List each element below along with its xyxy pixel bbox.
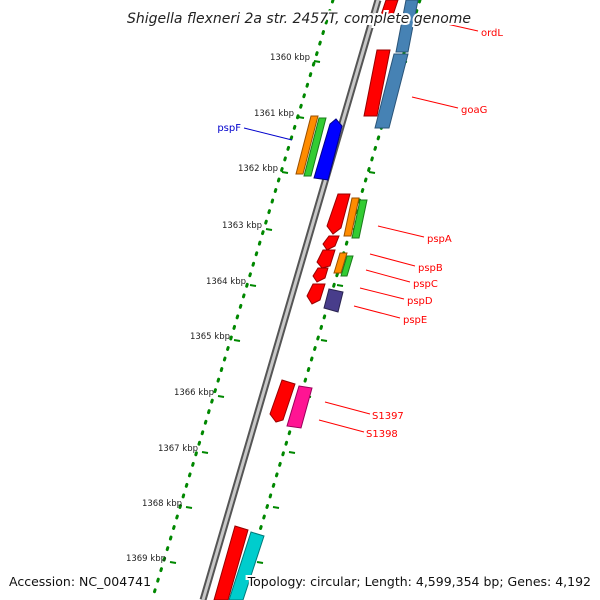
gene-feature-red (363, 49, 391, 117)
tick-1367-inner (288, 451, 296, 454)
leader-line-pspC (365, 269, 411, 283)
gene-leader-lines (243, 17, 479, 433)
gene-label-S1398: S1398 (366, 429, 398, 440)
gene-feature-red (269, 379, 296, 423)
tick-label: 1365 kbp (190, 332, 230, 342)
gene-feature-red (316, 249, 336, 269)
tick-label: 1367 kbp (158, 444, 198, 454)
tick-1368-outer (185, 506, 193, 509)
gene-label-pspE: pspE (403, 315, 427, 326)
gene-feature-red (312, 267, 329, 283)
gene-feature-cyan (228, 531, 265, 600)
tick-label: 1368 kbp (142, 499, 182, 509)
leader-line-pspE (353, 305, 401, 319)
gene-features (213, 0, 419, 600)
gene-feature-orange (343, 197, 360, 237)
gene-label-pspA: pspA (427, 234, 452, 245)
gene-label-pspC: pspC (413, 279, 438, 290)
tick-1369-outer (169, 561, 177, 564)
gene-feature-slateblue (323, 288, 344, 313)
leader-line-pspF (243, 127, 293, 141)
gene-label-pspB: pspB (418, 263, 443, 274)
gene-feature-red (379, 0, 399, 19)
gene-feature-steelblue (395, 0, 419, 53)
tick-label: 1366 kbp (174, 388, 214, 398)
outer-ruler (150, 0, 335, 600)
tick-1367-outer (201, 451, 209, 454)
leader-line-pspD (359, 287, 405, 300)
gene-label-pspF: pspF (217, 123, 241, 134)
gene-label-goaG: goaG (461, 105, 487, 116)
leader-line-S1398 (318, 419, 365, 433)
tick-1365-inner (320, 339, 328, 342)
gene-label-ordL: ordL (481, 28, 503, 39)
tick-1365-outer (233, 339, 241, 342)
tick-1362-outer (281, 171, 289, 174)
tick-1362-inner (368, 171, 376, 174)
gene-feature-orange (295, 115, 319, 175)
tick-label: 1369 kbp (126, 554, 166, 564)
tick-1361-outer (297, 116, 305, 119)
leader-line-S1397 (324, 401, 371, 415)
tick-1368-inner (272, 506, 280, 509)
tick-1369-inner (256, 561, 264, 564)
gene-label-S1397: S1397 (372, 411, 404, 422)
tick-label: 1364 kbp (206, 277, 246, 287)
gene-feature-red (326, 193, 351, 235)
gene-feature-red (306, 283, 326, 305)
tick-labels: 1360 kbp 1361 kbp 1362 kbp 1363 kbp 1364… (126, 53, 310, 564)
topology-text: Topology: circular; Length: 4,599,354 bp… (247, 574, 591, 589)
tick-label: 1361 kbp (254, 109, 294, 119)
tick-label: 1363 kbp (222, 221, 262, 231)
gene-feature-green (340, 255, 354, 277)
gene-feature-red (322, 235, 340, 251)
gene-feature-deeppink (286, 385, 313, 429)
map-title: Shigella flexneri 2a str. 2457T, complet… (127, 11, 471, 27)
leader-line-ordL (419, 17, 479, 32)
tick-1363-outer (265, 228, 273, 231)
gene-labels: ordL goaG pspF pspA pspB pspC pspD pspE … (217, 28, 503, 440)
gene-label-pspD: pspD (407, 296, 433, 307)
tick-1360-outer (313, 60, 321, 63)
gene-feature-green (303, 117, 327, 177)
tick-1366-outer (217, 395, 225, 398)
gene-feature-orange (333, 252, 348, 274)
leader-line-pspA (377, 225, 425, 238)
tick-1364-outer (249, 284, 257, 287)
tick-label: 1360 kbp (270, 53, 310, 63)
backbone (201, 0, 380, 600)
gene-feature-green (351, 199, 368, 239)
accession-text: Accession: NC_004741 (9, 574, 151, 589)
tick-1364-inner (336, 284, 344, 287)
leader-line-pspB (369, 253, 416, 267)
gene-feature-blue (313, 118, 343, 181)
tick-marks (169, 60, 408, 564)
gene-feature-steelblue (374, 53, 409, 129)
tick-label: 1362 kbp (238, 164, 278, 174)
leader-line-goaG (411, 96, 459, 109)
gene-feature-red (213, 525, 249, 600)
